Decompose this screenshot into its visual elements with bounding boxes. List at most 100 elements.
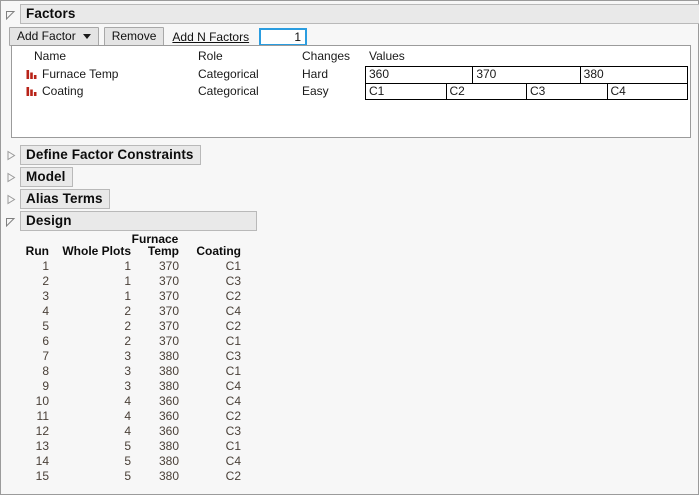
design-cell-run: 15: [35, 469, 49, 483]
open-triangle-icon[interactable]: [5, 216, 16, 227]
design-cell-whole-plots: 3: [124, 364, 131, 378]
factors-col-values: Values: [369, 49, 405, 63]
design-cell-coating: C2: [225, 289, 241, 303]
design-cell-coating: C1: [225, 439, 241, 453]
design-cell-whole-plots: 3: [124, 379, 131, 393]
table-row[interactable]: 3 1 370 C2: [1, 289, 241, 304]
design-cell-temp: 380: [158, 469, 179, 483]
factor-values: 360 370 380: [365, 66, 688, 83]
factor-changes[interactable]: Hard: [302, 67, 329, 81]
design-cell-run: 13: [35, 439, 49, 453]
design-cell-run: 8: [42, 364, 49, 378]
design-cell-whole-plots: 2: [124, 304, 131, 318]
add-factor-button[interactable]: Add Factor: [9, 27, 99, 46]
design-cell-coating: C3: [225, 349, 241, 363]
factors-section-title: Factors: [20, 4, 699, 24]
factor-value-cell[interactable]: 380: [579, 66, 688, 83]
table-row[interactable]: 8 3 380 C1: [1, 364, 241, 379]
define-factor-constraints-section-header[interactable]: Define Factor Constraints: [1, 145, 201, 165]
factor-values: C1 C2 C3 C4: [365, 83, 688, 100]
design-col-whole-plots: Whole Plots: [62, 244, 131, 258]
factor-row[interactable]: Coating Categorical Easy C1 C2 C3 C4: [12, 83, 690, 100]
table-row[interactable]: 4 2 370 C4: [1, 304, 241, 319]
design-section-header[interactable]: Design: [1, 211, 257, 231]
chevron-down-icon: [82, 34, 91, 39]
design-col-run: Run: [25, 244, 49, 258]
table-row[interactable]: 5 2 370 C2: [1, 319, 241, 334]
factors-col-role: Role: [198, 49, 223, 63]
table-row[interactable]: 14 5 380 C4: [1, 454, 241, 469]
design-cell-whole-plots: 3: [124, 349, 131, 363]
design-cell-run: 1: [42, 259, 49, 273]
design-cell-temp: 380: [158, 364, 179, 378]
design-cell-coating: C3: [225, 424, 241, 438]
add-factor-label: Add Factor: [17, 29, 76, 43]
table-row[interactable]: 6 2 370 C1: [1, 334, 241, 349]
factor-name[interactable]: Furnace Temp: [42, 67, 119, 81]
collapsed-triangle-icon[interactable]: [5, 172, 16, 183]
design-cell-temp: 370: [158, 334, 179, 348]
factor-value-cell[interactable]: 370: [472, 66, 580, 83]
table-row[interactable]: 11 4 360 C2: [1, 409, 241, 424]
design-cell-whole-plots: 1: [124, 259, 131, 273]
model-section-header[interactable]: Model: [1, 167, 73, 187]
table-row[interactable]: 12 4 360 C3: [1, 424, 241, 439]
design-cell-temp: 370: [158, 304, 179, 318]
design-cell-whole-plots: 4: [124, 424, 131, 438]
table-row[interactable]: 15 5 380 C2: [1, 469, 241, 484]
factor-value-cell[interactable]: C1: [365, 83, 446, 100]
factor-changes[interactable]: Easy: [302, 84, 329, 98]
design-cell-run: 3: [42, 289, 49, 303]
model-section-title: Model: [20, 167, 73, 187]
table-row[interactable]: 1 1 370 C1: [1, 259, 241, 274]
factor-name[interactable]: Coating: [42, 84, 84, 98]
add-n-factors-label: Add N Factors: [172, 29, 250, 44]
factor-row[interactable]: Furnace Temp Categorical Hard 360 370 38…: [12, 66, 690, 83]
design-cell-temp: 370: [158, 289, 179, 303]
design-cell-run: 5: [42, 319, 49, 333]
design-cell-whole-plots: 5: [124, 439, 131, 453]
factors-table-panel: Name Role Changes Values Furnace Temp Ca…: [11, 45, 691, 138]
design-cell-whole-plots: 2: [124, 334, 131, 348]
factor-value-cell[interactable]: C3: [526, 83, 607, 100]
remove-button[interactable]: Remove: [103, 27, 165, 46]
design-cell-temp: 360: [158, 409, 179, 423]
table-row[interactable]: 13 5 380 C1: [1, 439, 241, 454]
design-cell-coating: C3: [225, 274, 241, 288]
table-row[interactable]: 7 3 380 C3: [1, 349, 241, 364]
factor-value-cell[interactable]: C2: [445, 83, 526, 100]
factor-value-cell[interactable]: C4: [606, 83, 688, 100]
design-cell-temp: 380: [158, 439, 179, 453]
design-cell-whole-plots: 2: [124, 319, 131, 333]
design-cell-coating: C4: [225, 379, 241, 393]
design-cell-temp: 360: [158, 394, 179, 408]
factor-role[interactable]: Categorical: [198, 84, 259, 98]
table-row[interactable]: 2 1 370 C3: [1, 274, 241, 289]
open-triangle-icon[interactable]: [5, 9, 16, 20]
add-n-factors-input[interactable]: [259, 27, 308, 46]
design-cell-run: 10: [35, 394, 49, 408]
design-cell-coating: C1: [225, 364, 241, 378]
table-row[interactable]: 9 3 380 C4: [1, 379, 241, 394]
design-cell-whole-plots: 5: [124, 454, 131, 468]
design-col-furnace-temp-line1: Furnace: [131, 232, 179, 246]
factors-section-header[interactable]: Factors: [1, 4, 699, 24]
factor-value-cell[interactable]: 360: [365, 66, 473, 83]
table-row[interactable]: 10 4 360 C4: [1, 394, 241, 409]
design-section-title: Design: [20, 211, 257, 231]
design-cell-coating: C2: [225, 409, 241, 423]
design-cell-run: 6: [42, 334, 49, 348]
design-table-body: 1 1 370 C1 2 1 370 C3 3 1 370 C2 4 2 370 C4 5 2 370 C2 6 2 370…: [1, 259, 241, 484]
design-cell-temp: 380: [158, 349, 179, 363]
alias-terms-section-header[interactable]: Alias Terms: [1, 189, 110, 209]
factors-col-name: Name: [34, 49, 67, 63]
factor-role[interactable]: Categorical: [198, 67, 259, 81]
design-cell-coating: C4: [225, 454, 241, 468]
design-cell-run: 14: [35, 454, 49, 468]
collapsed-triangle-icon[interactable]: [5, 194, 16, 205]
collapsed-triangle-icon[interactable]: [5, 150, 16, 161]
design-cell-coating: C1: [225, 259, 241, 273]
